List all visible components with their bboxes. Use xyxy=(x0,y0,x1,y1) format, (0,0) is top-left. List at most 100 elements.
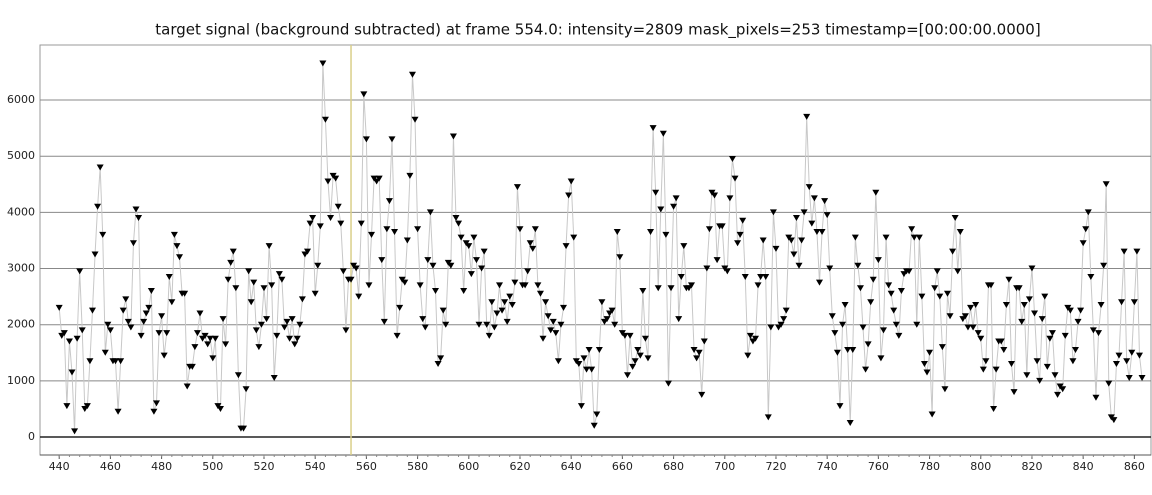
marker xyxy=(920,361,928,368)
marker xyxy=(222,341,230,348)
marker xyxy=(810,195,818,202)
marker xyxy=(570,234,578,241)
x-tick-label: 780 xyxy=(919,460,940,473)
marker xyxy=(764,414,772,421)
marker xyxy=(736,231,744,238)
marker xyxy=(245,268,253,275)
x-tick-label: 720 xyxy=(765,460,786,473)
y-tick-label: 3000 xyxy=(7,262,35,275)
marker xyxy=(992,366,1000,373)
x-tick-label: 640 xyxy=(561,460,582,473)
marker xyxy=(293,335,301,342)
y-tick-label: 0 xyxy=(28,430,35,443)
marker xyxy=(188,363,196,370)
marker xyxy=(96,164,104,171)
marker xyxy=(511,279,519,286)
marker xyxy=(1033,358,1041,365)
marker xyxy=(613,229,621,236)
marker xyxy=(224,276,232,283)
marker xyxy=(513,184,521,191)
marker xyxy=(621,332,629,339)
marker xyxy=(777,321,785,328)
marker xyxy=(247,299,255,306)
marker xyxy=(145,304,153,311)
marker xyxy=(565,192,573,199)
marker xyxy=(969,324,977,331)
marker xyxy=(480,248,488,255)
marker xyxy=(695,349,703,356)
marker xyxy=(895,332,903,339)
marker xyxy=(1102,181,1110,188)
marker xyxy=(129,240,137,247)
marker xyxy=(956,229,964,236)
marker xyxy=(831,330,839,337)
marker xyxy=(437,355,445,362)
marker xyxy=(347,276,355,283)
marker xyxy=(739,217,747,224)
marker xyxy=(762,273,770,280)
marker xyxy=(751,335,759,342)
marker xyxy=(260,285,268,292)
marker xyxy=(119,307,127,314)
marker xyxy=(1082,226,1090,233)
marker xyxy=(897,288,905,294)
marker xyxy=(990,405,998,412)
marker xyxy=(211,335,219,342)
marker xyxy=(160,352,168,359)
marker xyxy=(229,248,237,255)
marker xyxy=(1089,327,1097,334)
marker xyxy=(114,408,122,415)
x-tick-label: 680 xyxy=(663,460,684,473)
marker xyxy=(664,380,672,387)
marker xyxy=(757,273,765,280)
marker xyxy=(659,130,667,137)
marker xyxy=(890,307,898,314)
signal-line xyxy=(58,63,1143,432)
marker xyxy=(1048,330,1056,337)
marker xyxy=(375,175,383,182)
marker xyxy=(869,276,877,283)
marker xyxy=(649,125,657,132)
marker xyxy=(250,279,258,286)
marker xyxy=(823,212,831,219)
marker xyxy=(68,369,76,376)
marker xyxy=(396,304,404,311)
marker xyxy=(503,318,511,325)
marker xyxy=(754,282,762,289)
marker xyxy=(670,203,678,210)
marker xyxy=(639,288,647,294)
marker xyxy=(132,206,140,213)
marker xyxy=(124,318,132,325)
marker xyxy=(803,113,811,120)
marker xyxy=(885,282,893,289)
marker xyxy=(280,324,288,331)
marker xyxy=(1066,307,1074,314)
marker xyxy=(590,422,598,429)
marker xyxy=(242,386,250,393)
marker xyxy=(275,271,283,278)
marker xyxy=(206,335,214,342)
marker xyxy=(378,257,386,264)
marker xyxy=(634,346,642,353)
marker xyxy=(339,268,347,275)
marker xyxy=(1023,372,1031,379)
marker xyxy=(542,299,550,306)
marker xyxy=(910,234,918,241)
marker xyxy=(316,223,324,230)
marker xyxy=(557,321,565,328)
marker xyxy=(83,403,91,410)
x-tick-label: 760 xyxy=(868,460,889,473)
marker xyxy=(657,206,665,213)
marker xyxy=(365,282,373,289)
marker xyxy=(65,338,73,345)
marker xyxy=(71,428,79,435)
marker xyxy=(705,226,713,233)
marker xyxy=(693,355,701,362)
marker xyxy=(319,60,327,67)
marker xyxy=(263,316,271,323)
marker xyxy=(408,71,416,78)
marker xyxy=(324,178,332,185)
marker xyxy=(298,296,306,303)
marker xyxy=(472,257,480,264)
